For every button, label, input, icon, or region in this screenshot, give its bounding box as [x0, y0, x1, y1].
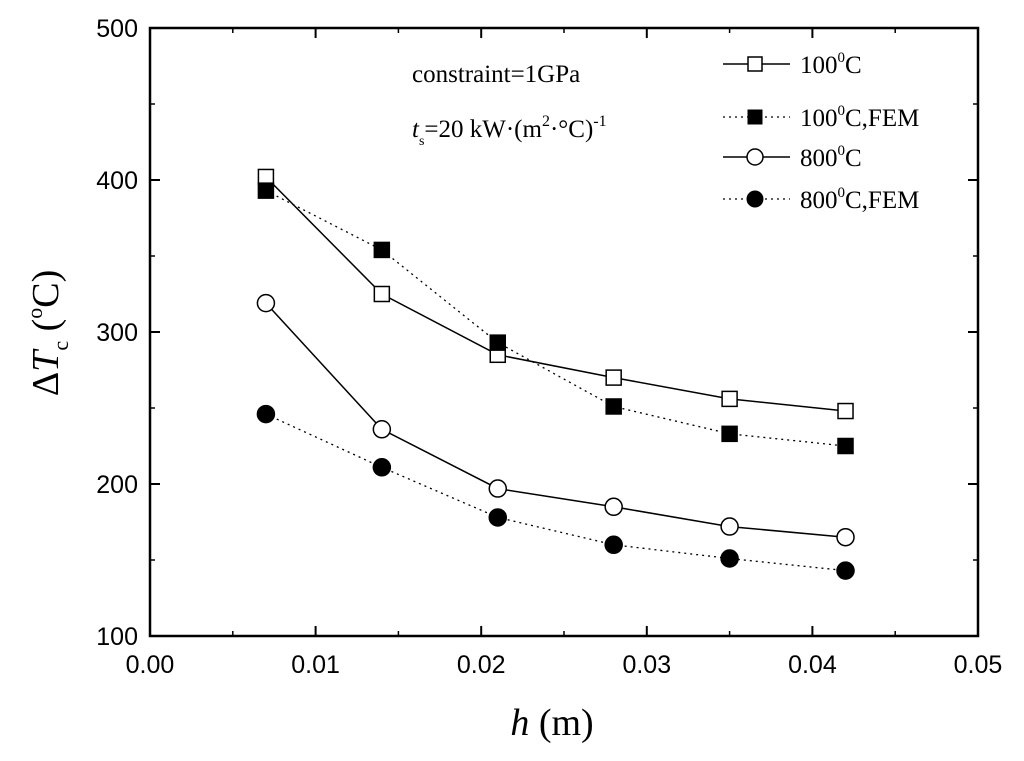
x-tick-label: 0.05	[954, 651, 1003, 679]
series-line	[265, 190, 846, 447]
data-point	[488, 479, 508, 498]
legend: 1000C 1000C,FEM 8000C 8000C,FEM	[723, 50, 919, 214]
data-point	[836, 527, 855, 547]
data-point	[372, 420, 392, 439]
y-axis-title: ΔTc (oC)	[22, 270, 73, 397]
data-point	[373, 241, 391, 259]
data-point	[373, 285, 391, 303]
data-point	[604, 497, 623, 517]
data-point	[605, 398, 622, 415]
data-point	[720, 517, 739, 536]
data-point	[604, 535, 623, 555]
data-point	[489, 334, 507, 351]
series-4	[256, 404, 855, 580]
data-point	[372, 458, 392, 477]
data-point	[837, 437, 854, 455]
data-point	[257, 182, 275, 199]
data-point	[256, 293, 276, 313]
x-tick-label: 0.02	[457, 651, 506, 679]
series-3	[256, 293, 855, 547]
y-tick-label: 500	[96, 15, 138, 43]
svg-text:8000C: 8000C	[800, 143, 862, 172]
svg-text:8000C,FEM: 8000C,FEM	[800, 185, 919, 214]
annotation-heat-transfer: ts=20 kW·(m2·°C)-1	[412, 113, 607, 149]
series-line	[265, 176, 846, 412]
data-point	[257, 168, 275, 186]
legend-item-800c: 8000C	[723, 143, 862, 172]
x-tick-label: 0.01	[291, 651, 340, 679]
x-tick-label: 0.04	[788, 651, 837, 679]
legend-item-100c: 1000C	[723, 50, 862, 79]
data-point	[721, 425, 738, 443]
legend-item-800c-fem: 8000C,FEM	[723, 185, 919, 214]
series-line	[265, 302, 846, 538]
y-tick-label: 300	[96, 319, 138, 347]
data-point	[721, 390, 738, 408]
data-point	[488, 508, 508, 527]
data-point	[836, 561, 855, 580]
y-tick-label: 200	[96, 471, 138, 499]
series-2	[257, 182, 854, 455]
x-tick-label: 0.00	[126, 651, 175, 679]
data-point	[720, 549, 739, 568]
series-1	[257, 168, 854, 420]
y-tick-label: 400	[96, 167, 138, 195]
x-tick-label: 0.03	[622, 651, 671, 679]
data-point	[256, 404, 276, 424]
y-tick-label: 100	[96, 623, 138, 651]
annotation-constraint: constraint=1GPa	[412, 61, 580, 88]
x-axis-title: h (m)	[510, 702, 593, 744]
data-point	[837, 402, 854, 420]
legend-item-100c-fem: 1000C,FEM	[723, 103, 919, 132]
series-line	[265, 413, 846, 572]
data-point	[605, 369, 622, 386]
svg-text:1000C,FEM: 1000C,FEM	[800, 103, 919, 132]
svg-text:1000C: 1000C	[800, 50, 862, 79]
